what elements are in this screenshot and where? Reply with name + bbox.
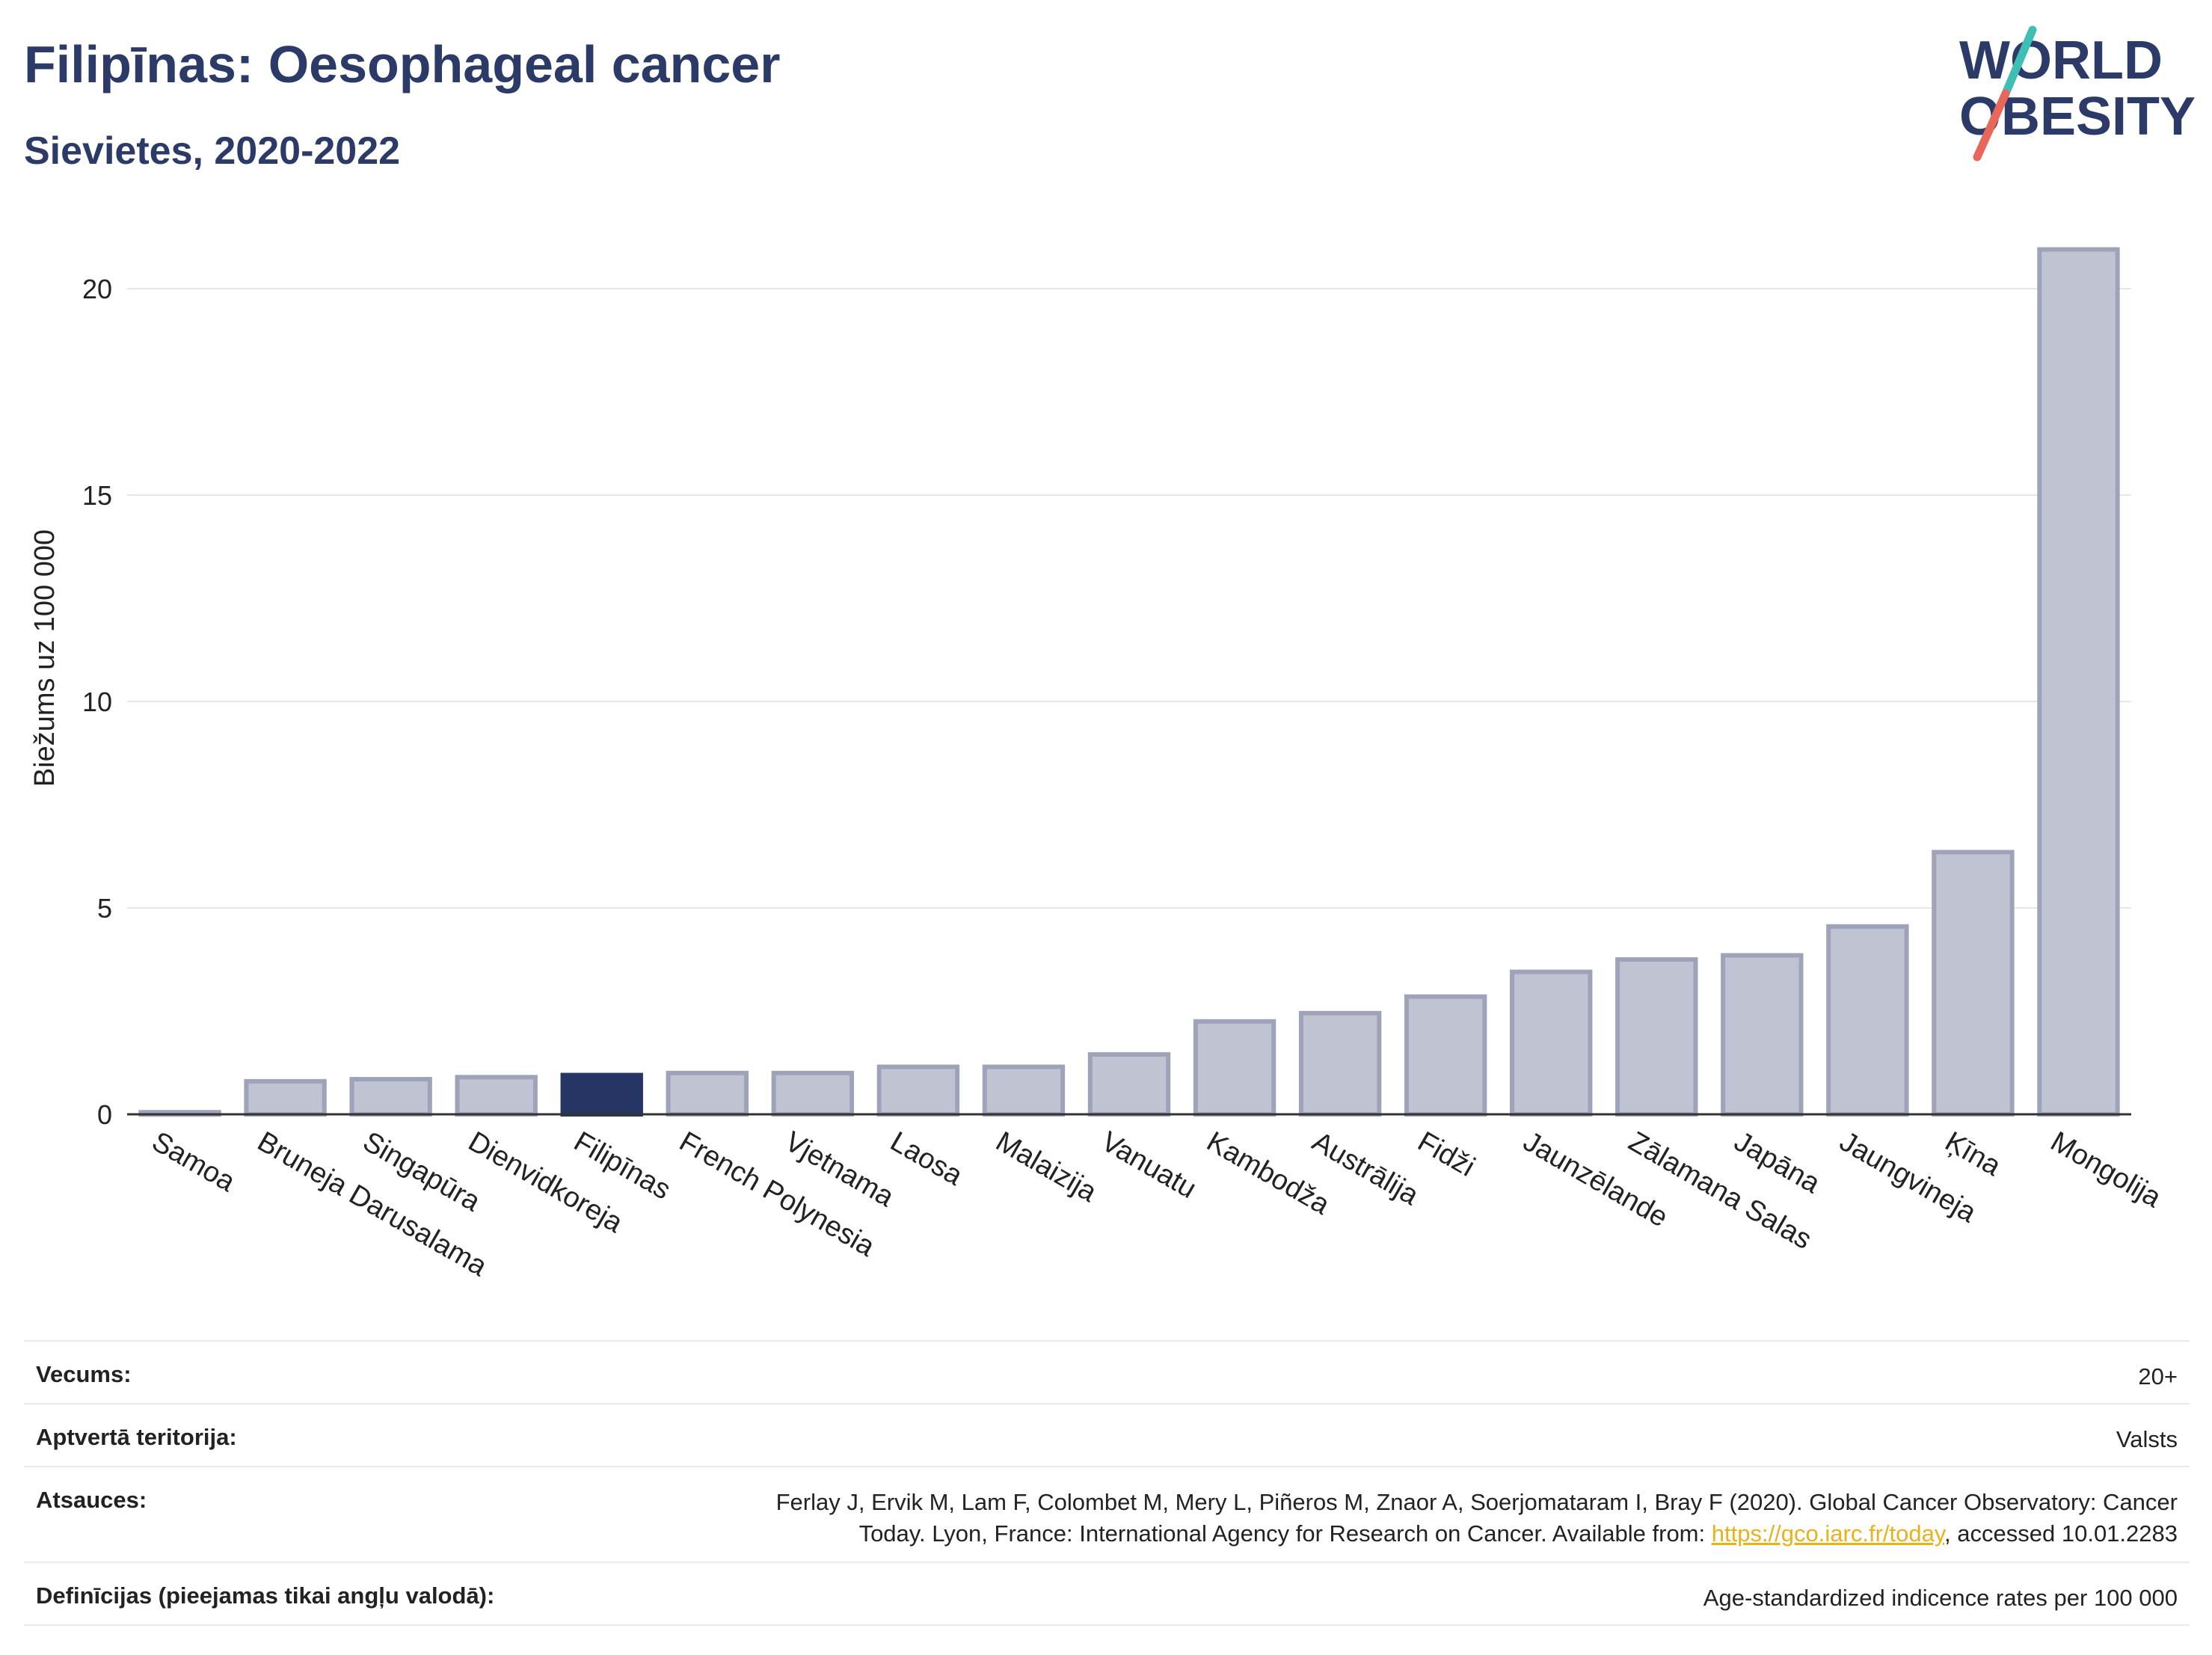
- metadata-table: Vecums: 20+ Aptvertā teritorija: Valsts …: [24, 1340, 2190, 1626]
- x-axis-labels: Samoa Bruneja DarusalamaSingapūraDienvidk…: [147, 1126, 2167, 1283]
- y-tick-label: 20: [82, 274, 112, 304]
- meta-value: Ferlay J, Ervik M, Lam F, Colombet M, Me…: [776, 1487, 2178, 1550]
- gridlines: [127, 288, 2131, 909]
- y-tick-label: 5: [97, 893, 112, 924]
- meta-label: Aptvertā teritorija:: [36, 1424, 237, 1450]
- x-tick-label: Fidži: [1413, 1126, 1480, 1182]
- reference-line2-pre: Today. Lyon, France: International Agenc…: [858, 1520, 1712, 1547]
- meta-value: Age-standardized indicence rates per 100…: [1703, 1585, 2178, 1611]
- x-tick-label: Samoa: [147, 1126, 241, 1198]
- meta-bottom-border: [24, 1624, 2190, 1626]
- logo-line1: WORLD: [1959, 31, 2163, 90]
- bar-dienvidkoreja[interactable]: [455, 1075, 538, 1117]
- meta-row-territory: Aptvertā teritorija: Valsts: [24, 1403, 2190, 1466]
- y-axis-label: Biežums uz 100 000: [29, 529, 61, 787]
- x-tick-label: Ķīna: [1940, 1126, 2006, 1182]
- chart-subtitle: Sievietes, 2020-2022: [24, 129, 401, 173]
- bar-mongolija[interactable]: [2037, 247, 2120, 1117]
- x-tick-label: Zālamana Salas: [1623, 1126, 1817, 1256]
- reference-link[interactable]: https://gco.iarc.fr/today: [1711, 1520, 1945, 1547]
- x-tick-label: French Polynesia: [674, 1126, 880, 1263]
- meta-label: Definīcijas (pieejamas tikai angļu valod…: [36, 1582, 495, 1609]
- world-obesity-logo: WORLD OBESITY: [1959, 25, 2196, 162]
- meta-label: Vecums:: [36, 1361, 132, 1387]
- bar-french-polynesia[interactable]: [666, 1070, 749, 1117]
- meta-row-references: Atsauces: Ferlay J, Ervik M, Lam F, Colo…: [24, 1466, 2190, 1562]
- bar-bruneja-darusalama[interactable]: [244, 1078, 327, 1117]
- bars: [127, 247, 2131, 1117]
- reference-line1: Ferlay J, Ervik M, Lam F, Colombet M, Me…: [775, 1489, 2178, 1515]
- x-tick-label: Laosa: [885, 1126, 968, 1192]
- bar-laosa[interactable]: [876, 1064, 960, 1117]
- bar-vjetnama[interactable]: [771, 1070, 855, 1117]
- bar-jaunzēlande[interactable]: [1510, 969, 1593, 1117]
- bar-zālamana-salas[interactable]: [1615, 957, 1698, 1117]
- bar-kambodža[interactable]: [1193, 1019, 1276, 1117]
- y-tick-label: 0: [97, 1099, 112, 1130]
- bar-ķīna[interactable]: [1932, 850, 2015, 1117]
- bar-chart: 0 5 10 15 20 Samoa Bruneja DarusalamaSingapūr…: [29, 247, 2167, 1283]
- y-tick-label: 15: [82, 480, 112, 511]
- chart-title: Filipīnas: Oesophageal cancer: [24, 35, 781, 93]
- bar-japāna[interactable]: [1721, 953, 1804, 1117]
- y-tick-label: 10: [82, 687, 112, 717]
- x-tick-label: Mongolija: [2045, 1126, 2167, 1214]
- x-tick-label: Vanuatu: [1096, 1126, 1202, 1205]
- meta-row-age: Vecums: 20+: [24, 1340, 2190, 1403]
- bar-fidži[interactable]: [1404, 994, 1487, 1117]
- y-axis-ticks: 0 5 10 15 20: [82, 274, 112, 1130]
- bar-malaizija[interactable]: [982, 1064, 1066, 1117]
- bar-vanuatu[interactable]: [1087, 1051, 1171, 1117]
- bar-jaungvineja[interactable]: [1826, 924, 1909, 1117]
- meta-value: Valsts: [2116, 1426, 2178, 1452]
- reference-line2-post: , accessed 10.01.2283: [1944, 1520, 2178, 1547]
- bar-austrālija[interactable]: [1298, 1010, 1382, 1117]
- x-tick-label: Malaizija: [990, 1126, 1102, 1209]
- meta-label: Atsauces:: [36, 1487, 147, 1513]
- meta-value: 20+: [2138, 1363, 2178, 1390]
- meta-row-definitions: Definīcijas (pieejamas tikai angļu valod…: [24, 1562, 2190, 1624]
- logo-slash-bottom: [1973, 89, 2010, 162]
- bar-singapūra[interactable]: [349, 1077, 432, 1117]
- bar-filipīnas[interactable]: [560, 1072, 643, 1117]
- logo-slash-top: [2001, 25, 2037, 98]
